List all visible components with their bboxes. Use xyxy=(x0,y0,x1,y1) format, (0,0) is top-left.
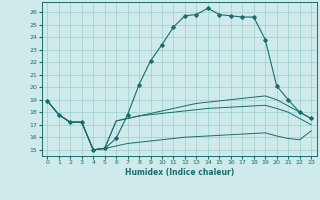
X-axis label: Humidex (Indice chaleur): Humidex (Indice chaleur) xyxy=(124,168,234,177)
